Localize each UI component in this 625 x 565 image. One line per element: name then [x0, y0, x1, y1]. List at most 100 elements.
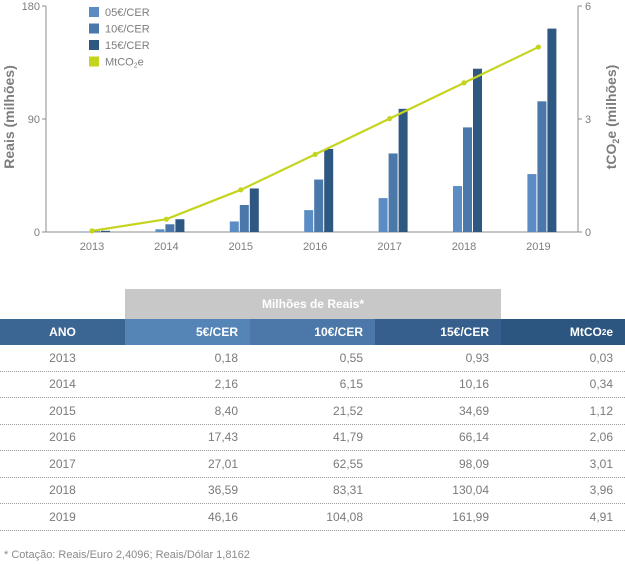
cell-year: 2014 [49, 377, 76, 392]
cell-15-eur: 98,09 [458, 456, 489, 471]
header-year: ANO [0, 319, 125, 345]
cell-5-eur: 17,43 [207, 430, 238, 445]
cell-mtco2e: 3,01 [589, 456, 613, 471]
table-row: 2018 36,59 83,31 130,04 3,96 [0, 478, 625, 504]
cell-mtco2e: 0,03 [589, 350, 613, 365]
cell-15-eur: 0,93 [465, 350, 489, 365]
cell-15-eur: 10,16 [458, 377, 489, 392]
cell-5-eur: 0,18 [214, 350, 238, 365]
data-table: ANO 5€/CER 10€/CER 15€/CER MtCO 2 e 2013 0,… [0, 319, 625, 531]
table-row: 2015 8,40 21,52 34,69 1,12 [0, 398, 625, 425]
bar [453, 186, 462, 232]
line-point [461, 80, 467, 86]
table-header-row: ANO 5€/CER 10€/CER 15€/CER MtCO 2 e [0, 319, 625, 345]
bar [388, 153, 398, 232]
cell-15-eur: 34,69 [458, 403, 489, 418]
bar [155, 229, 165, 232]
cell-mtco2e: 0,34 [589, 377, 613, 392]
footnote: * Cotação: Reais/Euro 2,4096; Reais/Dóla… [4, 549, 250, 561]
cell-5-eur: 46,16 [207, 509, 238, 524]
cell-5-eur: 27,01 [207, 456, 238, 471]
line-point [238, 187, 244, 193]
y2-axis-title: tCO2e (milhões) [603, 65, 621, 170]
bar [81, 231, 90, 233]
cell-year: 2015 [49, 403, 76, 418]
table-body: 2013 0,18 0,55 0,93 0,03 2014 2,16 6,15 10,16 0,3… [0, 345, 625, 531]
cell-mtco2e: 1,12 [589, 403, 613, 418]
x-tick-label: 2017 [377, 241, 401, 253]
bar [91, 231, 100, 232]
bar [324, 148, 334, 232]
cell-year: 2018 [49, 483, 76, 498]
legend-swatch [89, 56, 99, 67]
legend-label: 05€/CER [105, 7, 150, 19]
cell-mtco2e: 2,06 [589, 430, 613, 445]
bar [314, 179, 324, 232]
bar [463, 127, 472, 232]
legend-swatch [89, 7, 99, 17]
table-row: 2019 46,16 104,08 161,99 4,91 [0, 504, 625, 531]
x-tick-label: 2013 [80, 241, 104, 253]
header-5-eur: 5€/CER [125, 319, 250, 345]
cell-year: 2013 [49, 350, 76, 365]
bar [398, 108, 408, 232]
cell-15-eur: 161,99 [452, 509, 489, 524]
bar [229, 221, 239, 232]
cell-10-eur: 41,79 [332, 430, 363, 445]
bar [101, 230, 110, 232]
plot-area: 0 90 180 0 3 6 2013 2014 2015 2016 2017 2018 2019 [22, 1, 591, 253]
cell-mtco2e: 3,96 [589, 483, 613, 498]
bar [304, 210, 314, 232]
cell-5-eur: 8,40 [214, 403, 238, 418]
legend-swatch [89, 40, 99, 50]
line-point [535, 44, 542, 50]
cell-10-eur: 83,31 [332, 483, 363, 498]
cell-year: 2016 [49, 430, 76, 445]
bar [547, 28, 557, 233]
header-15-eur: 15€/CER [375, 319, 501, 345]
y-tick-label: 0 [34, 227, 40, 239]
cell-15-eur: 66,14 [458, 430, 489, 445]
header-mtco2e: MtCO 2 e [501, 319, 625, 345]
bar [165, 224, 175, 232]
cell-10-eur: 62,55 [332, 456, 363, 471]
line-point [163, 216, 169, 222]
bar [537, 101, 547, 232]
cell-year: 2019 [49, 509, 76, 524]
legend-label: MtCO2e [105, 57, 144, 70]
bar [378, 198, 388, 232]
bar [249, 188, 259, 232]
y-tick-label: 180 [22, 1, 40, 13]
bar [527, 174, 537, 232]
table-row: 2017 27,01 62,55 98,09 3,01 [0, 451, 625, 478]
legend-label: 15€/CER [105, 40, 150, 52]
line-point [312, 151, 318, 158]
legend: 05€/CER 10€/CER 15€/CER MtCO2e [89, 7, 150, 70]
bar [175, 219, 185, 232]
legend-label: 10€/CER [105, 24, 150, 36]
y2-tick-label: 6 [585, 1, 591, 13]
y2-tick-label: 0 [585, 227, 591, 239]
x-tick-label: 2018 [452, 241, 476, 253]
table-row: 2014 2,16 6,15 10,16 0,34 [0, 372, 625, 398]
table-row: 2016 17,43 41,79 66,14 2,06 [0, 425, 625, 451]
cell-10-eur: 21,52 [332, 403, 363, 418]
header-10-eur: 10€/CER [250, 319, 375, 345]
y-tick-label: 90 [28, 114, 40, 126]
y2-tick-label: 3 [585, 114, 591, 126]
chart: Reais (milhões) tCO2e (milhões) 05€/CER 1… [1, 1, 621, 253]
table-group-header: Milhões de Reais* [125, 289, 501, 319]
cell-15-eur: 130,04 [452, 483, 489, 498]
x-tick-label: 2014 [154, 241, 178, 253]
x-tick-label: 2016 [303, 241, 327, 253]
line-point [89, 228, 95, 234]
line-point [387, 116, 393, 122]
table-row: 2013 0,18 0,55 0,93 0,03 [0, 345, 625, 372]
x-tick-label: 2019 [526, 241, 550, 253]
legend-swatch [89, 23, 99, 34]
cell-mtco2e: 4,91 [589, 509, 613, 524]
x-tick-label: 2015 [229, 241, 253, 253]
cell-year: 2017 [49, 456, 76, 471]
bar [473, 68, 482, 232]
y-axis-title: Reais (milhões) [1, 65, 17, 168]
